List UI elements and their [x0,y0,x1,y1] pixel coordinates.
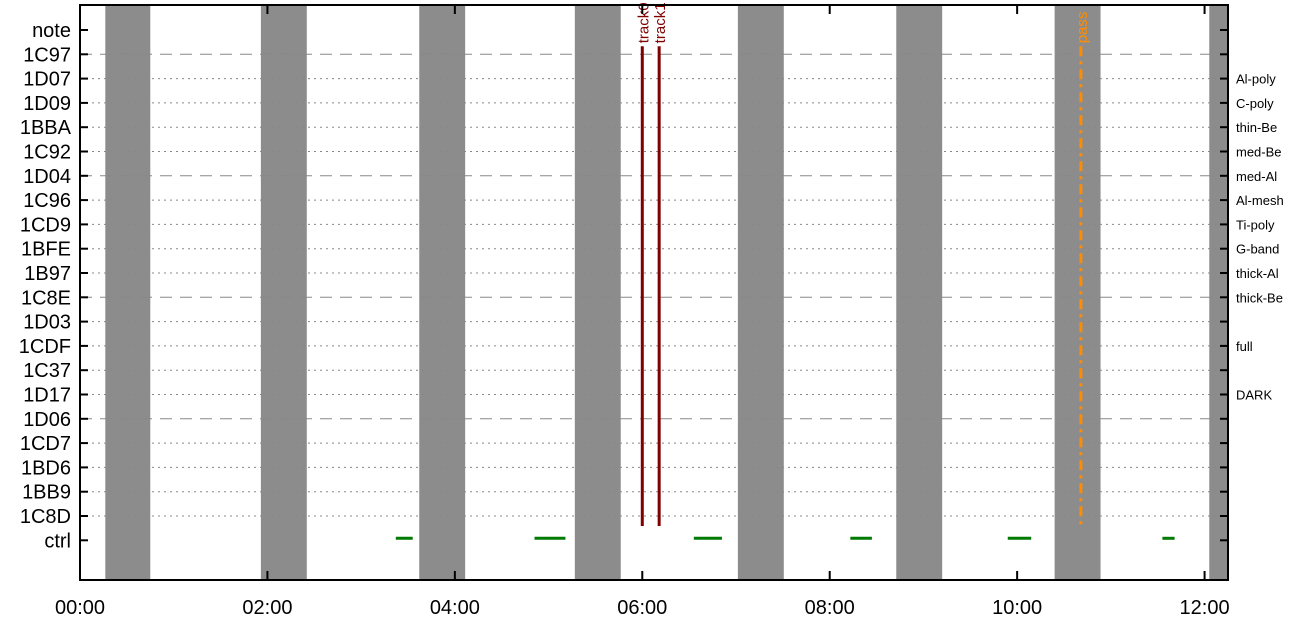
y-label: note [32,20,71,42]
row-note: thick-Be [1236,290,1283,305]
gray-band [1054,5,1101,580]
y-label: 1D09 [23,93,71,115]
plot-frame [79,4,1229,581]
x-label: 04:00 [430,597,480,619]
gray-band [105,5,151,580]
row-note: G-band [1236,242,1279,257]
x-label: 12:00 [1180,597,1230,619]
y-label: 1D07 [23,69,71,91]
gray-bands [105,5,1228,580]
y-label: 1CD9 [20,214,71,236]
gray-band [737,5,784,580]
row-note: C-poly [1236,96,1274,111]
y-label: 1BBA [20,117,72,139]
x-label: 02:00 [242,597,292,619]
y-label: 1C92 [23,142,71,164]
marker-label: track1 [652,2,669,43]
y-label: 1C37 [23,360,71,382]
y-label: 1CD7 [20,433,71,455]
row-note: DARK [1236,388,1272,403]
row-note: Ti-poly [1236,217,1275,232]
x-label: 08:00 [805,597,855,619]
y-label: 1D06 [23,409,71,431]
y-label: 1BB9 [22,482,71,504]
y-label: 1BFE [21,239,71,261]
row-note: full [1236,339,1253,354]
gray-band [260,5,307,580]
y-label: ctrl [44,530,71,552]
row-gridlines [80,53,1228,517]
row-note: med-Be [1236,145,1282,160]
x-axis-labels: 00:00 02:00 04:00 06:00 08:00 10:00 12:00 [55,597,1230,619]
y-label: 1C8E [21,287,71,309]
marker-label: track0 [635,2,652,43]
gray-band [574,5,621,580]
event-markers: track0 track1 pass [635,2,1091,526]
x-label: 06:00 [617,597,667,619]
axis-ticks [79,5,1228,580]
row-note: med-Al [1236,169,1277,184]
row-note: Al-mesh [1236,193,1284,208]
y-label: 1BD6 [21,457,71,479]
x-label: 00:00 [55,597,105,619]
y-label: 1D04 [23,166,71,188]
y-label: 1CDF [19,336,71,358]
row-note: thick-Al [1236,266,1279,281]
y-label: 1C97 [23,44,71,66]
row-note: Al-poly [1236,72,1276,87]
y-label: 1C8D [20,506,71,528]
y-label: 1B97 [24,263,71,285]
y-label: 1D03 [23,312,71,334]
y-label: 1D17 [23,385,71,407]
y-label: 1C96 [23,190,71,212]
gray-band [419,5,466,580]
gray-band [1209,5,1228,580]
gray-band [896,5,943,580]
row-note: thin-Be [1236,120,1277,135]
x-label: 10:00 [992,597,1042,619]
row-notes: Al-poly C-poly thin-Be med-Be med-Al Al-mesh T… [1236,72,1284,403]
marker-label: pass [1074,12,1091,44]
